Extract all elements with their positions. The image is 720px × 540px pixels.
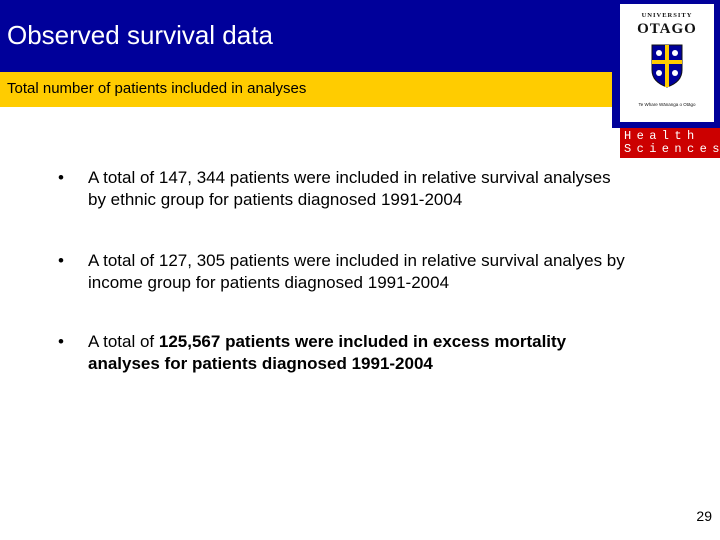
logo-university-text: UNIVERSITY <box>641 12 693 19</box>
bullet-text-prefix: A total of <box>88 332 159 351</box>
bullet-marker: • <box>58 168 64 187</box>
logo-name-text: OTAGO <box>637 21 697 37</box>
bullet-item-2: • A total of 127, 305 patients were incl… <box>58 250 628 294</box>
sciences-line: Sciences <box>624 142 720 156</box>
bullet-item-3: • A total of 125,567 patients were inclu… <box>58 331 628 375</box>
health-line: Health <box>624 129 700 143</box>
bullet-text: A total of 127, 305 patients were includ… <box>88 251 625 292</box>
logo-motto: Te Whare Wānanga o Otāgo <box>638 102 696 107</box>
slide-title: Observed survival data <box>7 20 273 50</box>
bullet-text: A total of 147, 344 patients were includ… <box>88 168 611 209</box>
university-logo: UNIVERSITY OTAGO Te Whare Wānanga o Otāg… <box>612 0 720 128</box>
title-bar: Observed survival data <box>0 0 612 72</box>
logo-panel: UNIVERSITY OTAGO Te Whare Wānanga o Otāg… <box>620 4 714 122</box>
otago-crest-icon <box>651 44 683 88</box>
slide-subtitle: Total number of patients included in ana… <box>7 80 307 97</box>
bullet-text: A total of 125,567 patients were include… <box>88 331 628 375</box>
health-sciences-badge: Health Sciences <box>620 128 720 158</box>
subtitle-bar: Total number of patients included in ana… <box>0 72 612 107</box>
bullet-item-1: • A total of 147, 344 patients were incl… <box>58 167 628 211</box>
bullet-marker: • <box>58 332 64 351</box>
bullet-text-bold: 125,567 patients were included in excess… <box>88 332 567 373</box>
page-number: 29 <box>696 508 712 524</box>
bullet-marker: • <box>58 251 64 270</box>
